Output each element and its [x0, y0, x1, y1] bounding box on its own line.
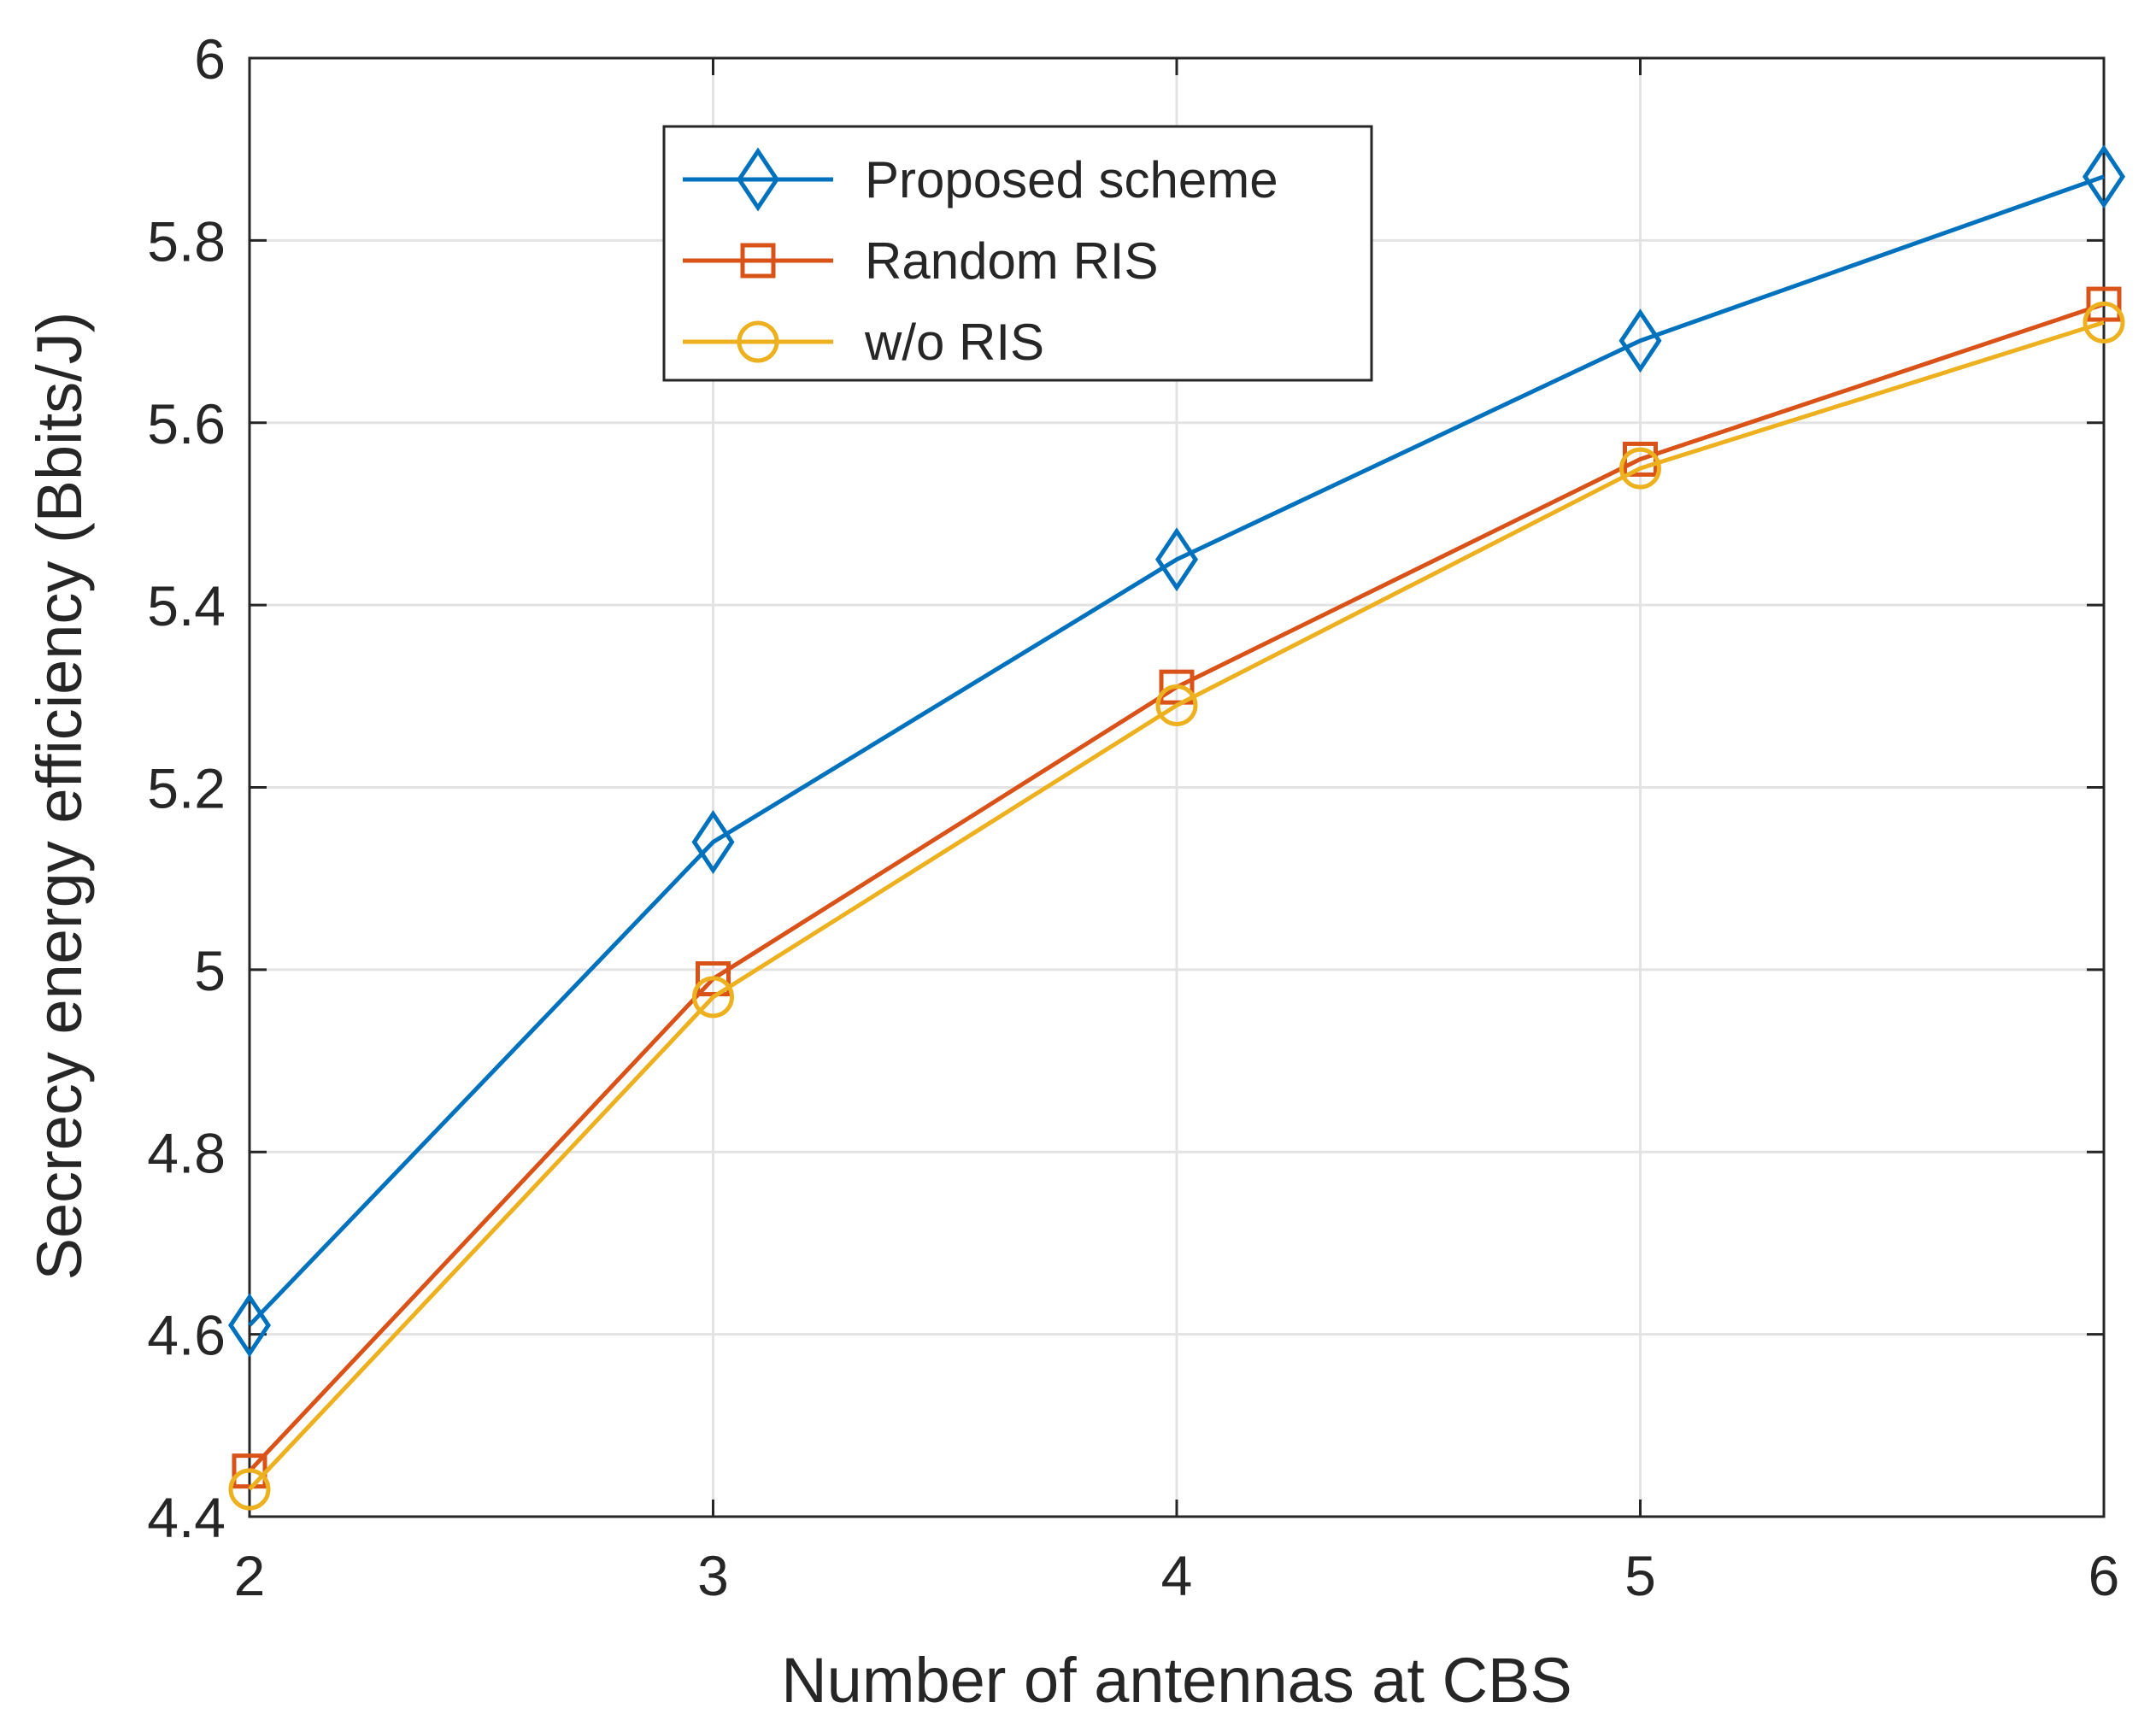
data-point-proposed-scheme — [2082, 144, 2126, 209]
y-tick-label: 5.6 — [147, 392, 226, 455]
x-tick-label: 2 — [234, 1544, 266, 1607]
data-point-proposed-scheme — [1618, 308, 1662, 373]
x-tick-label: 3 — [697, 1544, 729, 1607]
data-point-proposed-scheme — [227, 1293, 272, 1358]
data-point-w-o-ris — [2083, 301, 2125, 343]
legend-entry-proposed-scheme: Proposed scheme — [683, 147, 1278, 212]
data-point-w-o-ris — [1619, 447, 1661, 490]
legend-marker-random-ris — [740, 243, 776, 279]
legend: Proposed scheme Random RIS w/o RIS — [662, 125, 1373, 382]
legend-box — [662, 125, 1373, 382]
data-point-proposed-scheme — [1154, 527, 1199, 592]
legend-entry-random-ris: Random RIS — [683, 232, 1158, 290]
y-tick-label: 6 — [194, 27, 226, 91]
legend-marker-w-o-ris — [737, 320, 779, 363]
legend-label-random-ris: Random RIS — [865, 232, 1158, 290]
data-point-proposed-scheme — [691, 810, 735, 875]
data-point-random-ris — [696, 961, 731, 997]
legend-label-proposed-scheme: Proposed scheme — [865, 151, 1278, 208]
y-tick-label: 5.2 — [147, 757, 226, 820]
y-tick-label: 5.8 — [147, 209, 226, 273]
series-line-w-o-ris — [248, 320, 2105, 1491]
series-group — [227, 144, 2126, 1511]
series-line-proposed-scheme — [248, 174, 2105, 1327]
y-tick-label: 4.4 — [147, 1486, 226, 1549]
legend-entry-w-o-ris: w/o RIS — [683, 314, 1044, 371]
x-tick-label: 6 — [2088, 1544, 2120, 1607]
y-tick-label: 5.4 — [147, 574, 226, 637]
y-axis-title: Secrecy energy efficiency (Bbits/J) — [24, 312, 95, 1281]
legend-marker-proposed-scheme — [736, 147, 780, 212]
data-point-w-o-ris — [692, 976, 734, 1018]
series-proposed-scheme — [227, 144, 2126, 1358]
axes: 2 3 4 5 6 4.4 4.6 4.8 5 5.2 5.4 5.6 5.8 6 — [147, 27, 2119, 1607]
y-tick-label: 5 — [194, 939, 226, 1002]
series-w-o-ris — [228, 301, 2125, 1511]
y-tick-label: 4.8 — [147, 1121, 226, 1184]
x-tick-label: 4 — [1161, 1544, 1193, 1607]
x-tick-label: 5 — [1624, 1544, 1656, 1607]
y-tick-label: 4.6 — [147, 1304, 226, 1367]
data-point-w-o-ris — [1155, 684, 1198, 726]
data-point-random-ris — [2086, 286, 2122, 322]
x-axis-title: Number of antennas at CBS — [781, 1645, 1572, 1716]
legend-label-w-o-ris: w/o RIS — [864, 314, 1044, 371]
data-point-w-o-ris — [228, 1468, 271, 1511]
data-point-random-ris — [1159, 669, 1195, 705]
